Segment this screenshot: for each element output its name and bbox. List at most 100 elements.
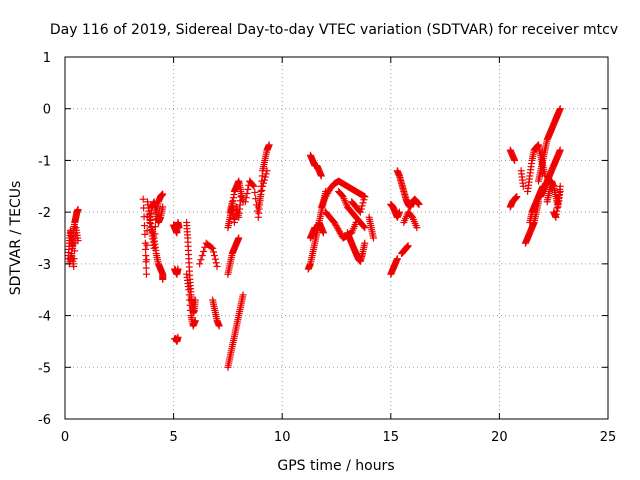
- data-point: [139, 195, 147, 203]
- data-point: [260, 179, 268, 187]
- data-point: [404, 242, 412, 250]
- data-point: [142, 245, 150, 253]
- data-point: [197, 256, 205, 264]
- x-tick-label: 0: [61, 430, 69, 445]
- data-point: [191, 317, 199, 325]
- data-point: [393, 255, 401, 263]
- data-point: [254, 203, 262, 211]
- data-point: [237, 193, 245, 201]
- data-point: [210, 252, 218, 260]
- data-point: [260, 176, 268, 184]
- x-axis-label: GPS time / hours: [277, 458, 394, 474]
- data-point: [175, 224, 183, 232]
- data-point: [174, 265, 182, 273]
- data-point: [174, 333, 182, 341]
- data-point: [249, 181, 257, 189]
- data-point: [369, 234, 377, 242]
- data-point: [251, 188, 259, 196]
- data-point: [259, 182, 267, 190]
- data-point: [196, 260, 204, 268]
- data-point: [211, 255, 219, 263]
- chart-title: Day 116 of 2019, Sidereal Day-to-day VTE…: [50, 22, 618, 38]
- y-tick-label: -2: [38, 206, 51, 221]
- data-point: [143, 227, 151, 235]
- data-point: [209, 244, 217, 252]
- x-tick-label: 10: [274, 430, 291, 445]
- data-point: [243, 190, 251, 198]
- data-point: [250, 182, 258, 190]
- data-point: [159, 190, 167, 198]
- data-point: [317, 172, 325, 180]
- y-axis-label: SDTVAR / TECUs: [8, 181, 24, 296]
- data-points: [64, 105, 564, 371]
- data-point: [215, 322, 223, 330]
- data-point: [255, 199, 263, 207]
- data-point: [142, 252, 150, 260]
- data-point: [71, 247, 79, 255]
- data-point: [142, 270, 150, 278]
- data-point: [159, 203, 167, 211]
- plot-frame: [64, 56, 609, 420]
- data-point: [258, 186, 266, 194]
- data-point: [358, 202, 366, 210]
- data-point: [413, 224, 421, 232]
- data-point: [415, 200, 423, 208]
- data-point: [74, 206, 82, 214]
- data-point: [257, 191, 265, 199]
- y-tick-label: 0: [43, 103, 51, 118]
- data-point: [235, 234, 243, 242]
- y-tick-label: 1: [43, 51, 51, 66]
- data-point: [261, 173, 269, 181]
- y-tick-label: -1: [38, 154, 51, 169]
- data-point: [265, 141, 273, 149]
- x-tick-labels: 0 5 10 15 20 25: [61, 430, 616, 445]
- data-point: [143, 241, 151, 249]
- data-point: [360, 196, 368, 204]
- data-point: [244, 185, 252, 193]
- axis-ticks: [64, 56, 609, 420]
- data-point: [256, 195, 264, 203]
- x-tick-label: 20: [491, 430, 508, 445]
- data-point: [140, 222, 148, 230]
- y-tick-label: -6: [38, 413, 51, 428]
- data-point: [242, 194, 250, 202]
- data-point: [200, 247, 208, 255]
- data-point: [556, 105, 564, 113]
- data-point: [159, 275, 167, 283]
- data-point: [356, 208, 364, 216]
- data-point: [210, 248, 218, 256]
- data-point: [395, 208, 403, 216]
- data-point: [198, 252, 206, 260]
- data-point: [212, 259, 220, 267]
- data-point: [263, 167, 271, 175]
- data-point: [141, 230, 149, 238]
- data-point: [70, 255, 78, 263]
- data-point: [213, 262, 221, 270]
- data-point: [319, 229, 327, 237]
- x-tick-label: 15: [383, 430, 400, 445]
- x-tick-label: 25: [600, 430, 617, 445]
- data-point: [360, 223, 368, 231]
- data-point: [519, 182, 527, 190]
- data-point: [70, 262, 78, 270]
- data-point: [361, 193, 369, 201]
- data-point: [262, 170, 270, 178]
- y-tick-label: -5: [38, 361, 51, 376]
- y-tick-labels: -6 -5 -4 -3 -2 -1 0 1: [38, 51, 51, 428]
- data-point: [241, 198, 249, 206]
- data-point: [142, 264, 150, 272]
- data-point: [511, 156, 519, 164]
- data-point: [207, 243, 215, 251]
- data-point: [74, 237, 82, 245]
- data-point: [151, 223, 159, 231]
- data-point: [361, 224, 369, 232]
- data-point: [239, 291, 247, 299]
- x-tick-label: 5: [169, 430, 177, 445]
- y-tick-label: -4: [38, 310, 51, 325]
- data-point: [556, 146, 564, 154]
- data-point: [556, 182, 564, 190]
- data-point: [359, 199, 367, 207]
- data-point: [361, 239, 369, 247]
- y-tick-label: -3: [38, 258, 51, 273]
